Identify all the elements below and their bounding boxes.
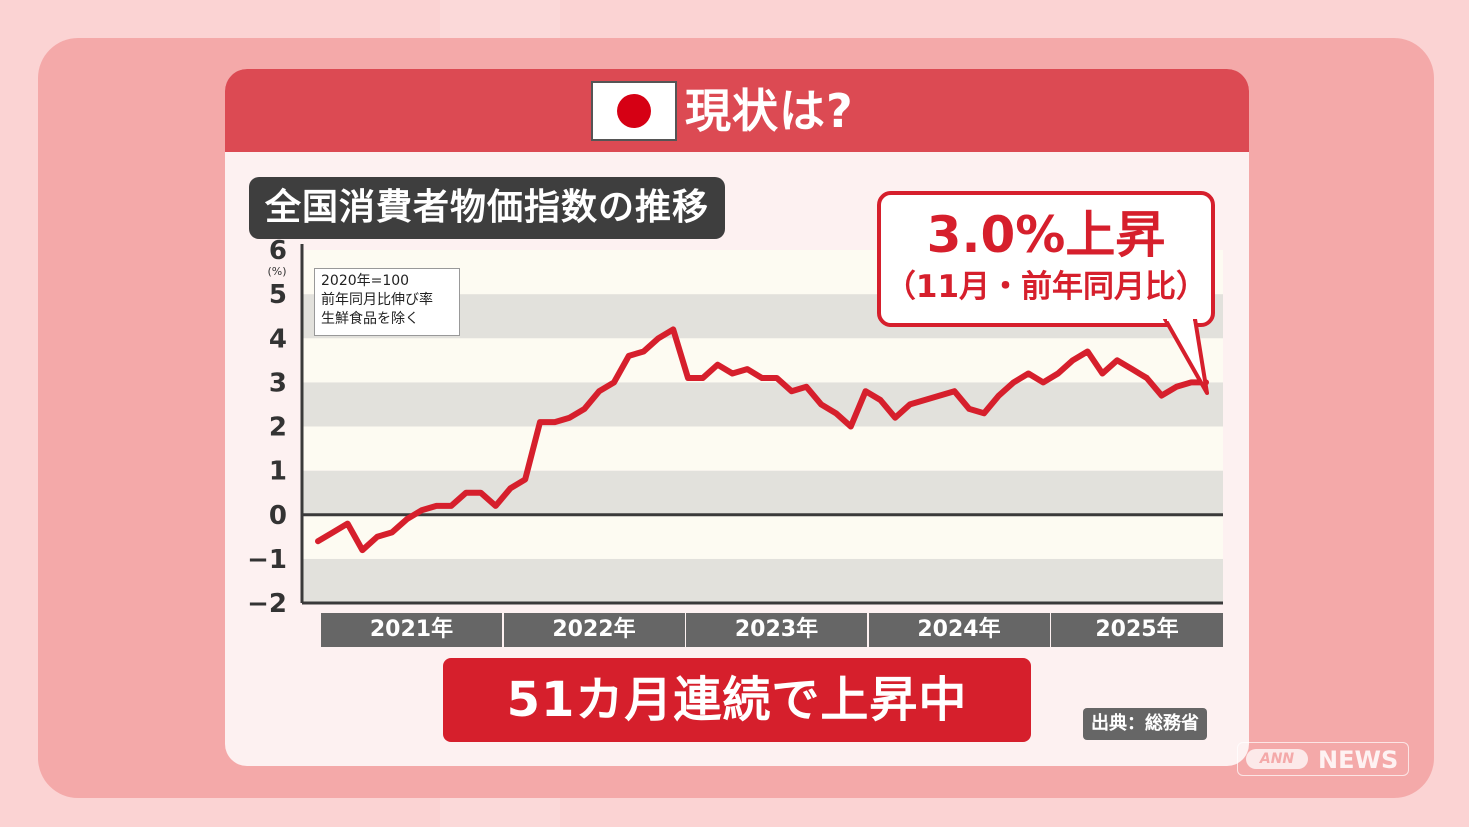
year-label: 2021年	[321, 613, 502, 647]
year-label: 2022年	[503, 613, 685, 647]
y-tick-label: 5	[269, 280, 287, 310]
chart-band	[302, 470, 1223, 515]
chart-band	[302, 514, 1223, 559]
chart-band	[302, 382, 1223, 427]
ann-logo-text: NEWS	[1318, 746, 1399, 774]
chart-band	[302, 558, 1223, 603]
ann-news-logo: ANN NEWS	[1237, 742, 1409, 776]
ann-logo-badge: ANN	[1246, 749, 1308, 769]
y-tick-label: −2	[247, 589, 287, 619]
chart-note: 2020年=100 前年同月比伸び率 生鮮食品を除く	[314, 268, 460, 336]
chart-title: 全国消費者物価指数の推移	[249, 177, 726, 239]
y-tick-label: 4	[269, 324, 287, 354]
callout-box: 3.0%上昇 （11月・前年同月比）	[877, 191, 1215, 327]
year-label: 2025年	[1051, 613, 1223, 647]
year-axis-band: 2021年 2022年 2023年 2024年 2025年	[321, 613, 1223, 647]
callout-pointer	[1163, 319, 1209, 395]
y-tick-label: 6	[269, 236, 287, 266]
year-label: 2024年	[868, 613, 1050, 647]
year-label: 2023年	[686, 613, 867, 647]
callout-sub-text: （11月・前年同月比）	[884, 269, 1208, 305]
y-tick-label: 3	[269, 368, 287, 398]
chart-card: 現状は? 6 5 4 3 2 1 0 −1 −2 (%) 全国消費者物価指数の推移 2020年=1…	[225, 69, 1249, 766]
card-header: 現状は?	[225, 69, 1249, 152]
card-title: 現状は?	[685, 84, 854, 138]
callout-main-text: 3.0%上昇	[926, 206, 1166, 264]
note-line-base: 2020年=100	[321, 273, 410, 289]
flag-red-circle	[617, 94, 651, 128]
bottom-banner: 51カ月連続で上昇中	[443, 658, 1031, 742]
cpi-series-line	[315, 326, 1209, 554]
y-tick-label: 2	[269, 413, 287, 443]
note-line-exclusion: 生鮮食品を除く	[321, 311, 419, 327]
chart-band	[302, 426, 1223, 471]
japan-flag-icon	[591, 81, 677, 141]
y-tick-label: 0	[269, 501, 287, 531]
source-badge: 出典：総務省	[1083, 708, 1207, 740]
y-unit-label: (%)	[267, 265, 286, 278]
y-tick-label: 1	[269, 457, 287, 487]
y-tick-label: −1	[247, 545, 287, 575]
note-line-measure: 前年同月比伸び率	[321, 292, 433, 308]
